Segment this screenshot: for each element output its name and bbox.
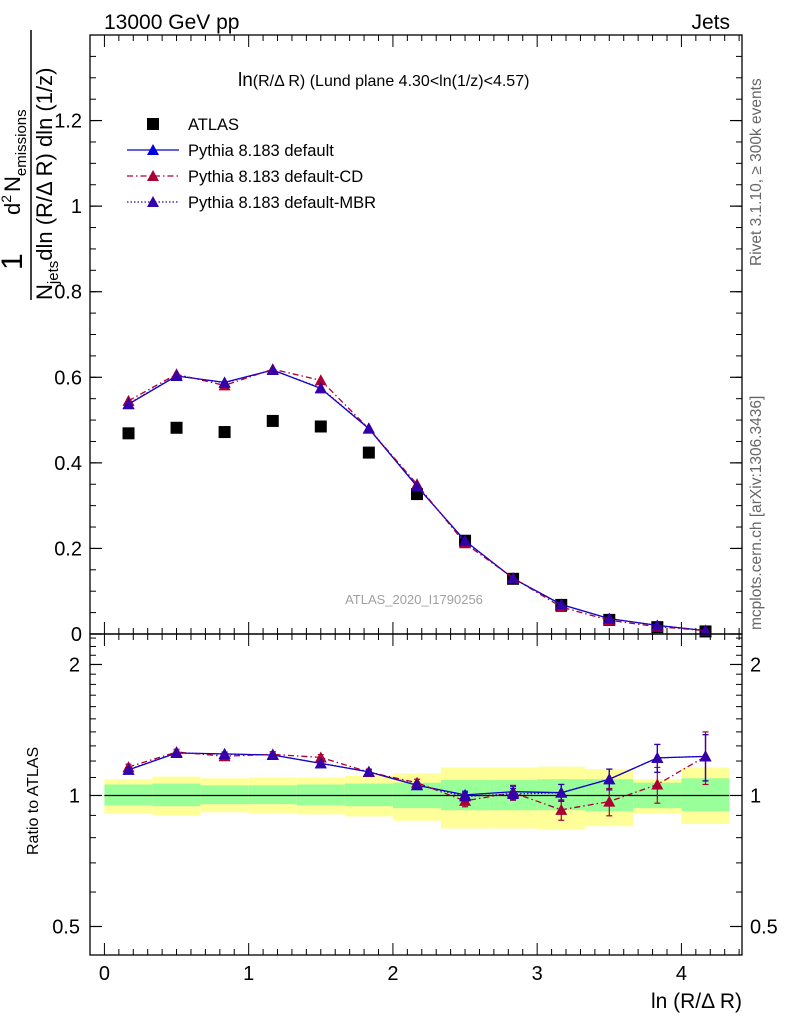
energy-label: 13000 GeV pp: [104, 11, 239, 34]
ratio-marker-dotted: [411, 778, 424, 790]
xaxis-label: ln (R/Δ R): [651, 990, 742, 1013]
ratio-marker-dotted: [170, 746, 183, 758]
marker-dotted: [411, 479, 424, 491]
marker-dotted: [218, 376, 231, 388]
ylabel-d: d: [0, 203, 25, 215]
ratio-ytick-label-right: 1: [750, 785, 761, 807]
atlas-data-point: [170, 421, 183, 434]
marker-dotted: [170, 369, 183, 381]
uncertainty-band-inner: [296, 784, 345, 806]
ratio-marker-dotted: [362, 765, 375, 777]
rivet-label: Rivet 3.1.10, ≥ 300k events: [748, 78, 765, 266]
svg-text:Njetsdln (R/Δ R) dln (1/z): Njetsdln (R/Δ R) dln (1/z): [32, 68, 62, 300]
ratio-xtick-label: 0: [99, 963, 110, 985]
ylabel-one: 1: [0, 253, 29, 270]
ratio-marker-dotted: [314, 757, 327, 769]
ylabel-N: N: [32, 284, 57, 300]
legend-label: ATLAS: [188, 116, 239, 134]
legend-label: Pythia 8.183 default-CD: [188, 168, 363, 186]
main-ytick-label: 1: [71, 196, 82, 218]
uncertainty-band-inner: [248, 785, 297, 805]
ratio-ytick-label: 1: [69, 785, 80, 807]
ratio-ytick-label-right: 0.5: [750, 916, 778, 938]
marker-dotted: [555, 598, 568, 610]
ratio-ytick-label-right: 2: [750, 654, 761, 676]
legend-marker-dotted: [147, 196, 159, 207]
atlas-data-point: [266, 414, 279, 427]
main-ytick-label: 0.6: [54, 367, 82, 389]
ylabel-two: 2: [0, 195, 14, 203]
ratio-marker-dotted: [507, 787, 520, 799]
ylabel-dln: dln (R/Δ R) dln (1/z): [32, 68, 57, 261]
ratio-marker-dotted: [122, 763, 135, 775]
marker-dotted: [266, 364, 279, 376]
main-ytick-label: 0.2: [54, 538, 82, 560]
ratio-xtick-label: 4: [676, 963, 687, 985]
uncertainty-band-inner: [200, 785, 249, 805]
ylabel-jets: jets: [45, 261, 62, 285]
marker-dotted: [314, 381, 327, 393]
ratio-frame-border: [89, 633, 743, 956]
marker-dotted: [362, 422, 375, 434]
ratio-marker-dashdot: [555, 803, 568, 815]
ratio-marker-dotted: [699, 750, 712, 762]
marker-dotted: [603, 612, 616, 624]
ratio-xtick-label: 3: [532, 963, 543, 985]
marker-dotted: [459, 535, 472, 547]
marker-dotted: [651, 619, 664, 631]
marker-dotted: [507, 572, 520, 584]
legend-marker-solid: [147, 144, 159, 155]
ylabel-Nem: N: [0, 176, 25, 192]
ratio-marker-dotted: [555, 786, 568, 798]
atlas-data-point: [314, 420, 327, 433]
title-rest: (Lund plane 4.30<ln(1/z)<4.57): [305, 73, 529, 90]
mcplots-label: mcplots.cern.ch [arXiv:1306.3436]: [748, 396, 765, 630]
main-ytick-label: 0: [71, 624, 82, 646]
legend: ATLAS Pythia 8.183 default Pythia 8.183 de…: [127, 116, 376, 212]
legend-marker-atlas: [147, 118, 159, 130]
ratio-ylabel: Ratio to ATLAS: [25, 747, 42, 855]
ratio-marker-dashdot: [651, 778, 664, 790]
svg-text:d2Nemissions: d2 Nemissions: [0, 109, 30, 215]
uncertainty-band-inner: [104, 784, 153, 806]
ratio-marker-dotted: [459, 790, 472, 802]
svg-text:ln(R/Δ R) (Lund plane 4.30<ln(: ln(R/Δ R) (Lund plane 4.30<ln(1/z)<4.57): [238, 70, 529, 91]
main-ytick-label: 1.2: [54, 111, 82, 133]
title-paren: (R/Δ R): [253, 73, 305, 90]
ratio-marker-dotted: [651, 751, 664, 763]
ratio-marker-dotted: [218, 748, 231, 760]
ylabel-emissions: emissions: [13, 109, 30, 176]
main-ylabel: 1 Njetsdln (R/Δ R) dln (1/z) d2 Nemission…: [0, 30, 62, 300]
main-ytick-label: 0.4: [54, 453, 82, 475]
ratio-ytick-label: 2: [69, 654, 80, 676]
ratio-ytick-label: 0.5: [52, 916, 80, 938]
legend-marker-dashdot: [147, 170, 159, 181]
marker-dotted: [122, 397, 135, 409]
atlas-data-point: [362, 446, 375, 459]
analysis-label: ATLAS_2020_I1790256: [345, 592, 483, 607]
legend-label: Pythia 8.183 default-MBR: [188, 194, 376, 212]
legend-label: Pythia 8.183 default: [188, 142, 334, 160]
title-ln: ln: [238, 70, 253, 91]
main-title: ln(R/Δ R) (Lund plane 4.30<ln(1/z)<4.57): [238, 70, 529, 91]
ratio-xtick-label: 2: [387, 963, 398, 985]
ratio-marker-dotted: [266, 748, 279, 760]
ratio-plot-area: 0.5 0.5 1 1 2 2 0 1 2 3 4: [52, 633, 778, 985]
ratio-marker-dashdot: [603, 795, 616, 807]
ratio-xtick-label: 1: [243, 963, 254, 985]
marker-dotted: [699, 624, 712, 636]
category-label: Jets: [691, 11, 730, 34]
ratio-marker-dotted: [603, 773, 616, 785]
ratio-marker-dashdot: [314, 751, 327, 763]
marker-dashdot: [314, 374, 327, 386]
atlas-data-point: [122, 427, 135, 440]
main-ytick-label: 0.8: [54, 282, 82, 304]
atlas-data-point: [218, 426, 231, 439]
